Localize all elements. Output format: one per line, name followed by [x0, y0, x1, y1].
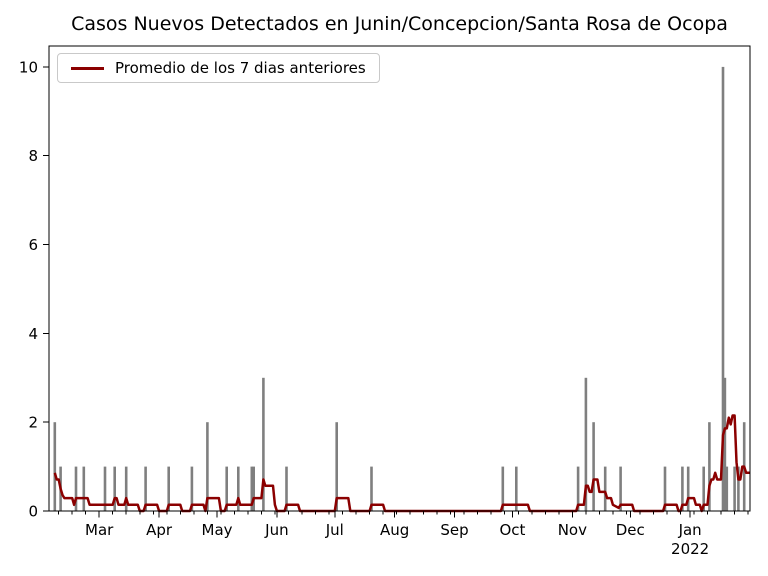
chart-title: Casos Nuevos Detectados en Junin/Concepc… [71, 13, 728, 35]
x-tick-label: Nov [558, 521, 587, 539]
daily-cases-bar [592, 422, 595, 511]
legend-label: Promedio de los 7 dias anteriores [115, 59, 366, 77]
seven-day-average-line [53, 414, 750, 513]
daily-cases-bar [501, 466, 505, 511]
y-tick-label: 0 [28, 503, 38, 521]
daily-cases-bar [723, 377, 727, 511]
daily-cases-bar [262, 377, 265, 511]
daily-cases-bar [335, 422, 338, 511]
daily-cases-bar [584, 377, 588, 511]
daily-cases-bar [53, 422, 57, 511]
daily-cases-bar [237, 466, 240, 511]
x-tick-label: Oct [500, 521, 526, 539]
daily-cases-bar [619, 466, 622, 511]
daily-cases-bar [702, 466, 705, 511]
daily-cases-bar [144, 466, 147, 511]
daily-cases-bar [82, 466, 86, 511]
daily-cases-bar [370, 466, 373, 511]
daily-cases-bar [113, 466, 116, 511]
daily-cases-bar [190, 466, 194, 511]
daily-cases-bar [515, 466, 518, 511]
y-tick-label: 8 [28, 147, 38, 165]
daily-cases-bar [603, 466, 607, 511]
daily-cases-bar [250, 466, 254, 511]
daily-cases-bar [576, 466, 580, 511]
x-tick-label: Aug [380, 521, 409, 539]
daily-cases-bar [737, 466, 740, 511]
y-tick-label: 2 [28, 414, 38, 432]
y-tick-label: 10 [19, 58, 38, 76]
legend: Promedio de los 7 dias anteriores [57, 53, 380, 83]
daily-cases-bar [733, 466, 736, 511]
daily-cases-bar [103, 466, 107, 511]
daily-cases-bar [167, 466, 170, 511]
y-tick-label: 6 [28, 236, 38, 254]
x-tick-label: Jul [325, 521, 344, 539]
x-tick-label: Dec [616, 521, 645, 539]
daily-cases-bar [225, 466, 228, 511]
x-tick-label: Jun [264, 521, 288, 539]
x-tick-label: Jan [678, 521, 702, 539]
daily-cases-bar [206, 422, 209, 511]
plot-border [48, 45, 751, 512]
daily-cases-bar [725, 466, 729, 511]
daily-cases-bar [721, 66, 725, 512]
y-tick-label: 4 [28, 325, 38, 343]
x-tick-label: Sep [440, 521, 468, 539]
daily-cases-bar [74, 466, 78, 511]
daily-cases-bar [681, 466, 684, 511]
daily-cases-bar [663, 466, 667, 511]
x-tick-year-label: 2022 [671, 540, 709, 558]
x-tick-label: Apr [146, 521, 173, 539]
x-tick-label: Mar [85, 521, 114, 539]
daily-cases-bar [252, 466, 255, 511]
x-tick-label: May [202, 521, 233, 539]
daily-cases-bar [124, 466, 128, 511]
daily-cases-bar [285, 466, 288, 511]
daily-cases-bar [708, 422, 711, 511]
legend-line-swatch [71, 66, 104, 70]
daily-cases-bar [686, 466, 690, 511]
